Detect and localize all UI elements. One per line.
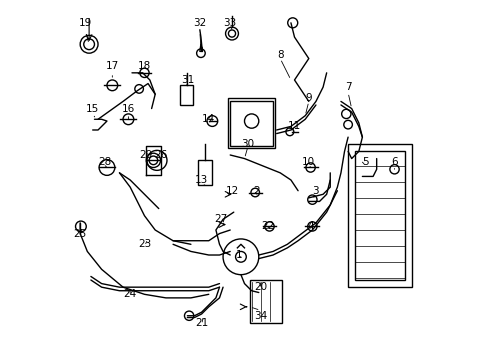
Text: 2: 2 — [253, 186, 260, 196]
Text: 25: 25 — [73, 229, 87, 239]
Text: 8: 8 — [276, 50, 283, 60]
Text: 21: 21 — [195, 318, 208, 328]
Text: 3: 3 — [312, 186, 319, 196]
Text: 14: 14 — [202, 114, 215, 124]
Text: 19: 19 — [79, 18, 92, 28]
Text: 10: 10 — [302, 157, 315, 167]
Text: 16: 16 — [122, 104, 135, 113]
Text: 30: 30 — [241, 139, 254, 149]
Text: 24: 24 — [123, 289, 137, 299]
Bar — [347, 144, 411, 287]
Text: 23: 23 — [138, 239, 151, 249]
Text: 33: 33 — [223, 18, 236, 28]
Text: 20: 20 — [253, 282, 266, 292]
Bar — [228, 98, 274, 148]
Text: 32: 32 — [193, 18, 206, 28]
Text: 13: 13 — [195, 175, 208, 185]
Text: 22: 22 — [261, 221, 274, 231]
Text: 28: 28 — [99, 157, 112, 167]
Text: 5: 5 — [362, 157, 368, 167]
Bar — [249, 280, 282, 323]
Text: 12: 12 — [225, 186, 238, 196]
Text: 1: 1 — [235, 250, 242, 260]
Text: 18: 18 — [138, 61, 151, 71]
Text: 29: 29 — [140, 150, 153, 160]
Text: 6: 6 — [390, 157, 397, 167]
Bar — [180, 85, 192, 105]
Text: 31: 31 — [181, 75, 194, 85]
Bar — [230, 102, 272, 146]
Bar — [198, 160, 212, 185]
Text: 4: 4 — [306, 221, 313, 231]
Bar — [354, 152, 405, 280]
Text: 26: 26 — [154, 150, 167, 160]
Text: 34: 34 — [253, 311, 266, 321]
Text: 17: 17 — [105, 61, 119, 71]
Text: 27: 27 — [214, 214, 227, 224]
Text: 9: 9 — [305, 93, 311, 103]
Text: 15: 15 — [86, 104, 99, 113]
Text: 11: 11 — [287, 121, 301, 131]
Text: 7: 7 — [344, 82, 351, 92]
